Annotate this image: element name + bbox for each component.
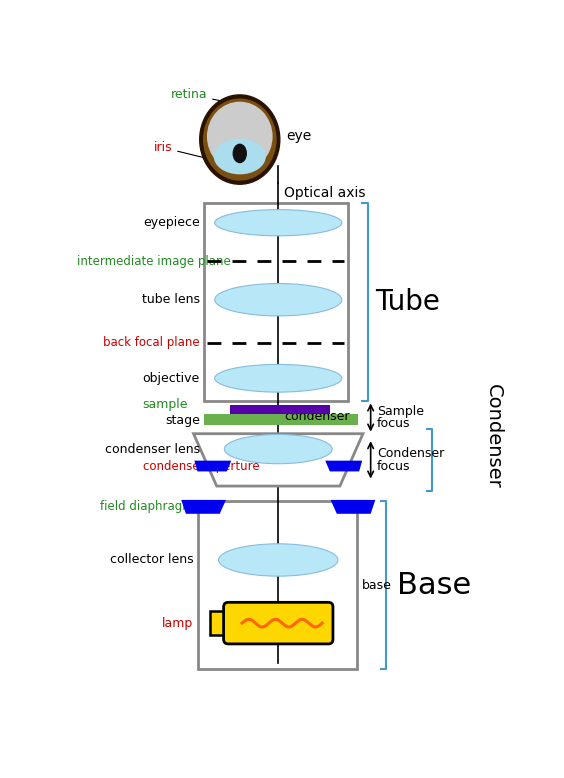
Text: focus: focus [377,460,411,472]
Text: condenser lens: condenser lens [104,443,200,456]
Bar [210,611,227,636]
Text: Sample: Sample [377,405,424,418]
Text: focus: focus [377,417,411,430]
Ellipse shape [215,283,342,316]
Text: tube lens: tube lens [142,293,200,307]
Text: stage: stage [165,414,200,427]
Ellipse shape [215,209,342,236]
Text: lamp: lamp [162,617,193,629]
FancyBboxPatch shape [223,602,333,644]
Text: iris: iris [153,141,215,160]
Text: condenser: condenser [284,410,350,423]
Ellipse shape [200,95,280,184]
Text: Condenser: Condenser [377,447,444,461]
Text: Base: Base [397,571,471,600]
Text: back focal plane: back focal plane [103,336,200,349]
Text: condenser aperture: condenser aperture [143,460,259,472]
Text: eye: eye [286,128,311,142]
Text: intermediate image plane: intermediate image plane [77,254,230,268]
Polygon shape [195,461,231,471]
Text: Optical axis: Optical axis [284,187,366,201]
Bar [198,502,357,669]
Bar [230,405,330,415]
Text: field diaphragm: field diaphragm [100,500,193,513]
Text: objective: objective [143,372,200,385]
Bar [204,415,358,426]
Ellipse shape [203,99,276,180]
Ellipse shape [214,138,266,174]
Text: sample: sample [143,398,188,412]
Polygon shape [331,500,375,513]
Text: base: base [362,579,391,592]
Ellipse shape [207,102,272,171]
Text: Tube: Tube [375,288,440,316]
Text: collector lens: collector lens [110,553,193,566]
Ellipse shape [232,144,247,163]
Text: Condenser: Condenser [484,384,503,489]
Ellipse shape [215,364,342,392]
Polygon shape [181,500,226,513]
Polygon shape [325,461,362,471]
Bar [204,203,347,401]
Polygon shape [193,433,363,486]
Text: retina: retina [170,88,251,107]
Ellipse shape [224,434,332,464]
Ellipse shape [219,544,338,576]
Text: eyepiece: eyepiece [143,216,200,230]
